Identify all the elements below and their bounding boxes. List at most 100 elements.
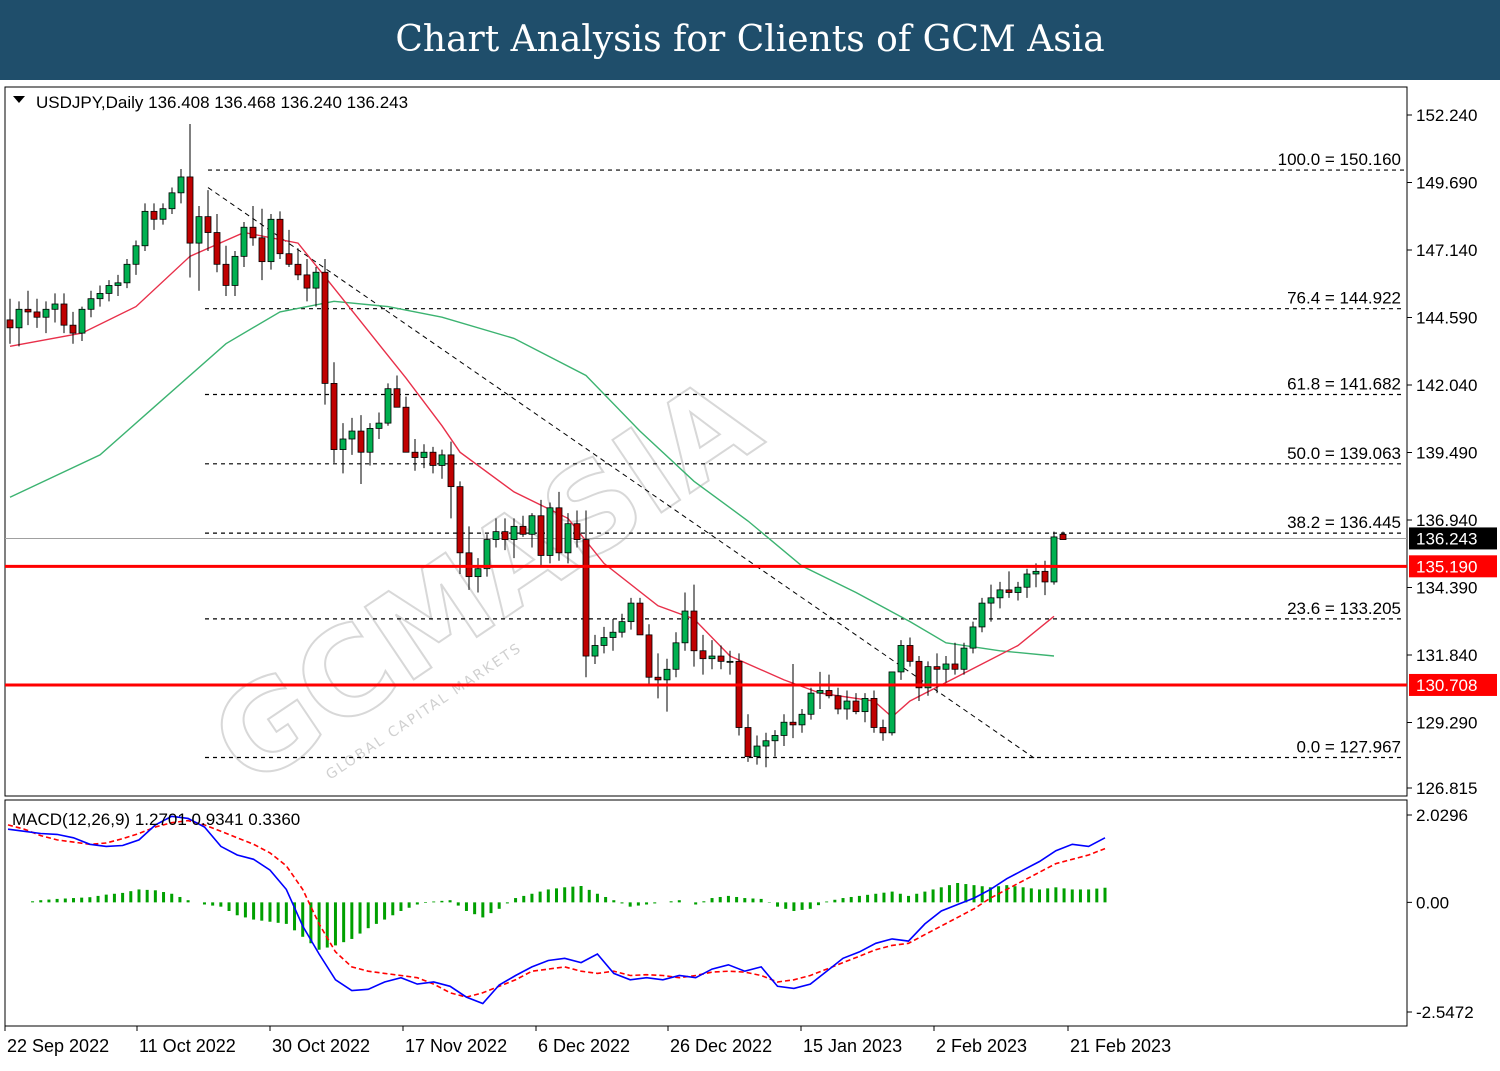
candle-body	[888, 671, 896, 734]
candle-body	[519, 525, 527, 535]
candle-body	[906, 645, 914, 662]
candle-body	[465, 552, 473, 578]
candle-body	[627, 602, 635, 623]
candle-body	[960, 647, 968, 670]
candle-body	[879, 727, 887, 734]
candle-body	[339, 438, 347, 450]
candle-body	[186, 176, 194, 244]
candle-body	[483, 539, 491, 570]
candle-body	[276, 218, 284, 255]
candle-body	[195, 216, 203, 244]
candle-body	[96, 293, 104, 300]
candle-body	[141, 210, 149, 247]
candle-body	[699, 650, 707, 660]
candle-body	[825, 690, 833, 697]
candle-body	[600, 637, 608, 646]
candle-body	[411, 451, 419, 458]
candle-body	[285, 253, 293, 265]
candle-body	[429, 451, 437, 466]
candle-body	[177, 176, 185, 194]
candle-body	[249, 226, 257, 239]
candle-body	[816, 690, 824, 694]
candle-body	[555, 507, 563, 554]
candle-body	[744, 727, 752, 758]
candle-body	[105, 285, 113, 294]
candle-body	[933, 666, 941, 670]
candle-body	[402, 406, 410, 453]
candle-body	[537, 515, 545, 556]
candle-body	[312, 271, 320, 289]
fibonacci-label: 61.8 = 141.682	[1287, 374, 1401, 393]
candle-body	[33, 311, 41, 318]
candle-body	[132, 245, 140, 265]
y-tick-label: 136.940	[1416, 511, 1477, 530]
candle-body	[681, 610, 689, 644]
candle-body	[996, 589, 1004, 599]
x-tick-label: 11 Oct 2022	[139, 1036, 236, 1056]
candle-body	[42, 308, 50, 318]
candle-body	[366, 428, 374, 453]
candle-body	[726, 660, 734, 663]
candle-body	[159, 208, 167, 220]
candle-body	[690, 610, 698, 652]
candle-body	[321, 271, 329, 384]
candle-body	[780, 721, 788, 736]
y-tick-label: 144.590	[1416, 308, 1477, 327]
candle-body	[1032, 570, 1040, 575]
candle-body	[897, 645, 905, 673]
candle-body	[60, 303, 68, 326]
candle-body	[978, 602, 986, 628]
candle-body	[15, 308, 23, 329]
candle-body	[789, 721, 797, 726]
header-banner	[0, 0, 1500, 80]
candle-body	[474, 568, 482, 578]
dropdown-triangle-icon	[13, 96, 25, 103]
macd-signal-line	[7, 819, 1106, 998]
candle-body	[735, 660, 743, 728]
candle-body	[645, 634, 653, 678]
candle-body	[150, 210, 158, 220]
candle-body	[987, 597, 995, 604]
candle-body	[357, 430, 365, 453]
macd-y-tick-label: 2.0296	[1416, 806, 1468, 825]
candle-body	[915, 660, 923, 689]
y-tick-label: 129.290	[1416, 713, 1477, 732]
candle-body	[1014, 586, 1022, 593]
candle-body	[636, 602, 644, 636]
candle-body	[546, 507, 554, 556]
fibonacci-label: 76.4 = 144.922	[1287, 289, 1401, 308]
candle-body	[492, 531, 500, 540]
x-tick-label: 21 Feb 2023	[1070, 1036, 1171, 1056]
candle-body	[1041, 570, 1049, 583]
candle-body	[582, 539, 590, 657]
candle-body	[204, 216, 212, 233]
candle-body	[843, 700, 851, 710]
candle-body	[438, 454, 446, 466]
candle-body	[573, 523, 581, 540]
y-tick-label: 152.240	[1416, 106, 1477, 125]
candle-body	[114, 282, 122, 286]
candle-body	[717, 655, 725, 662]
candle-body	[708, 655, 716, 660]
candle-body	[798, 713, 806, 726]
x-tick-label: 22 Sep 2022	[7, 1036, 109, 1056]
price-level-box	[1409, 673, 1497, 696]
y-tick-label: 134.390	[1416, 578, 1477, 597]
current-price-box	[1409, 527, 1497, 550]
candle-body	[663, 668, 671, 681]
candle-body	[267, 218, 275, 263]
price-level-label: 135.190	[1416, 557, 1477, 576]
candle-body	[771, 735, 779, 742]
candle-body	[1023, 573, 1031, 588]
candle-body	[213, 232, 221, 265]
price-level-box	[1409, 555, 1497, 578]
fibonacci-label: 38.2 = 136.445	[1287, 513, 1401, 532]
candle-body	[87, 298, 95, 310]
y-tick-label: 149.690	[1416, 173, 1477, 192]
candle-body	[942, 663, 950, 670]
x-tick-label: 26 Dec 2022	[670, 1036, 772, 1056]
candle-body	[348, 430, 356, 440]
candle-body	[294, 263, 302, 276]
candle-body	[51, 303, 59, 310]
